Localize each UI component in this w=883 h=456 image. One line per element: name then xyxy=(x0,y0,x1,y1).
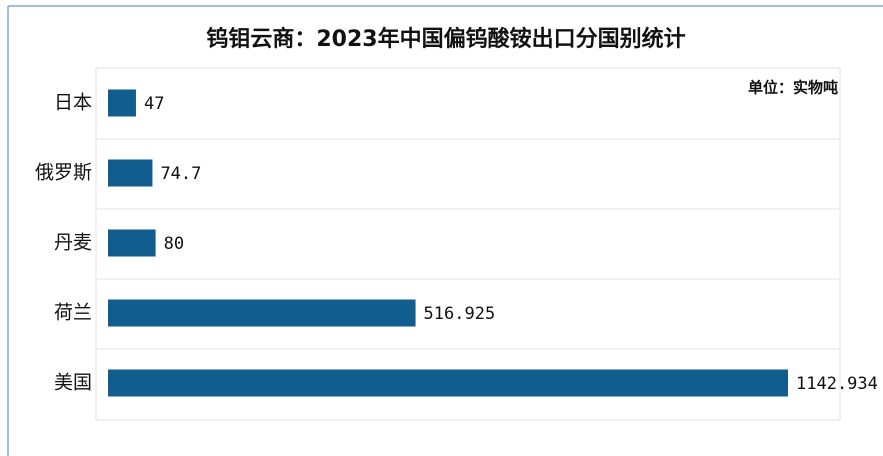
value-label: 80 xyxy=(164,234,184,254)
value-label: 47 xyxy=(144,94,164,114)
category-label: 丹麦 xyxy=(54,232,92,254)
bar xyxy=(108,299,416,327)
bar xyxy=(108,89,136,117)
value-label: 1142.934 xyxy=(796,374,878,394)
bar xyxy=(108,229,156,257)
category-label: 荷兰 xyxy=(54,302,92,324)
chart-title: 钨钼云商：2023年中国偏钨酸铵出口分国别统计 xyxy=(206,26,685,52)
row-separators xyxy=(96,138,840,350)
bar xyxy=(108,159,153,187)
category-label: 美国 xyxy=(54,372,92,394)
unit-label: 单位：实物吨 xyxy=(748,79,838,97)
category-label: 日本 xyxy=(54,92,92,114)
bar xyxy=(108,369,788,397)
category-label: 俄罗斯 xyxy=(35,162,92,184)
value-label: 516.925 xyxy=(424,304,496,324)
value-label: 74.7 xyxy=(160,164,201,184)
plot-area xyxy=(95,67,841,421)
